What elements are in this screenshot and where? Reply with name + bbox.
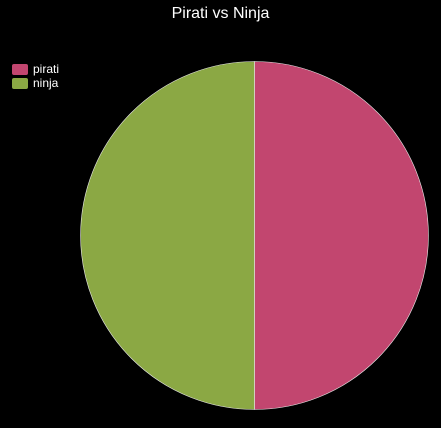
pie-slice-ninja[interactable] [80, 61, 255, 410]
legend-item-ninja[interactable]: ninja [12, 76, 59, 90]
legend-item-pirati[interactable]: pirati [12, 62, 59, 76]
pie-slice-pirati[interactable] [254, 61, 429, 410]
legend-label-ninja: ninja [33, 76, 59, 90]
legend-swatch-ninja [12, 77, 28, 89]
legend-swatch-pirati [12, 63, 28, 75]
legend: pirati ninja [12, 62, 59, 90]
legend-label-pirati: pirati [33, 62, 60, 76]
chart-title: Pirati vs Ninja [171, 5, 270, 22]
